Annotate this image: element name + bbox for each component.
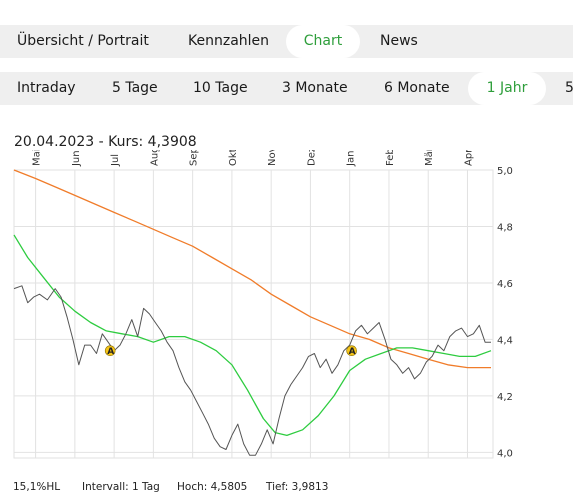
x-tick-label: Jul (110, 154, 121, 167)
tab-chart[interactable]: Chart (286, 25, 360, 58)
period-3-monate[interactable]: 3 Monate (282, 80, 348, 96)
period-intraday[interactable]: Intraday (17, 80, 76, 96)
x-tick-label: Jun (71, 150, 82, 167)
series-line-ma-short (13, 234, 492, 437)
x-tick-label: Mai (32, 150, 43, 166)
x-tick-label: Nov (267, 150, 278, 166)
x-tick-label: Mär (424, 150, 435, 166)
x-tick-label: Dez (306, 150, 317, 166)
series-line-ma-long (13, 169, 491, 369)
x-tick-label: Aug (149, 150, 160, 166)
footer-high: Hoch: 4,5805 (177, 481, 248, 493)
y-tick-label: 5,0 (497, 166, 513, 177)
period-10-tage[interactable]: 10 Tage (193, 80, 248, 96)
y-tick-label: 4,0 (497, 448, 513, 459)
x-tick-label: Okt (228, 150, 239, 166)
period-tab-bar: Intraday 5 Tage 10 Tage 3 Monate 6 Monat… (0, 72, 573, 105)
plot-frame (13, 169, 494, 459)
y-tick-label: 4,4 (497, 335, 513, 346)
price-chart: 4,0 4,2 4,4 4,6 4,8 5,0 Mai Jun Jul Aug Sep Okt Nov D… (13, 150, 513, 459)
main-tab-bar: Übersicht / Portrait Kennzahlen Chart Ne… (0, 25, 573, 58)
footer-low: Tief: 3,9813 (266, 481, 329, 493)
period-5-tage[interactable]: 5 Tage (112, 80, 158, 96)
tab-kennzahlen[interactable]: Kennzahlen (188, 33, 270, 49)
footer-interval: Intervall: 1 Tag (82, 481, 160, 493)
signal-marker-label: A (107, 347, 114, 357)
x-tick-label: Feb (385, 150, 396, 166)
tab-uebersicht-portrait[interactable]: Übersicht / Portrait (17, 33, 149, 49)
y-tick-label: 4,6 (497, 279, 513, 290)
footer-hl: 15,1%HL (13, 481, 61, 493)
signal-marker-label: A (349, 347, 356, 357)
signal-marker (104, 345, 116, 357)
y-tick-label: 4,8 (497, 222, 513, 233)
period-1-jahr[interactable]: 1 Jahr (468, 72, 546, 105)
signal-marker (346, 345, 357, 357)
y-tick-label: 4,2 (497, 392, 513, 403)
period-6-monate[interactable]: 6 Monate (384, 80, 450, 96)
quote-line: 20.04.2023 - Kurs: 4,3908 (14, 134, 197, 150)
period-5-jahre[interactable]: 5 (565, 80, 573, 96)
series-line-price (13, 285, 491, 456)
tab-news[interactable]: News (380, 33, 418, 49)
x-tick-label: Jan (346, 151, 357, 167)
x-tick-label: Sep (189, 150, 200, 166)
x-tick-label: Apr (463, 150, 474, 166)
